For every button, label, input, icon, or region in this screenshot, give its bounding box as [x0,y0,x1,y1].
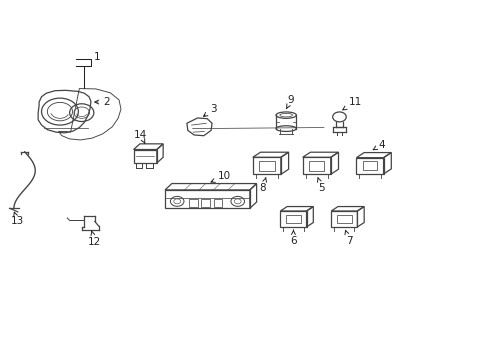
Text: 4: 4 [373,140,386,150]
Bar [337,215,351,223]
Bar [201,199,210,207]
Bar [356,158,384,174]
Text: 8: 8 [260,177,267,193]
Bar [363,161,377,170]
Bar [286,215,301,223]
Bar [309,161,324,171]
Text: 5: 5 [318,177,325,193]
Bar [259,161,274,171]
Text: 13: 13 [11,212,24,226]
Bar [303,157,331,174]
Text: 10: 10 [211,171,231,183]
Bar [253,157,281,174]
Text: 9: 9 [287,95,294,108]
Text: 7: 7 [345,230,352,246]
Bar [280,211,307,227]
Text: 2: 2 [95,97,110,107]
Text: 14: 14 [134,130,147,143]
Bar [331,211,357,227]
Text: 6: 6 [290,230,297,246]
Text: 3: 3 [203,104,217,116]
Bar [165,190,250,208]
Bar [134,149,157,163]
Bar [189,199,198,207]
Text: 12: 12 [88,231,101,247]
Text: 1: 1 [94,51,100,62]
Bar [214,199,222,207]
Text: 11: 11 [343,97,362,110]
